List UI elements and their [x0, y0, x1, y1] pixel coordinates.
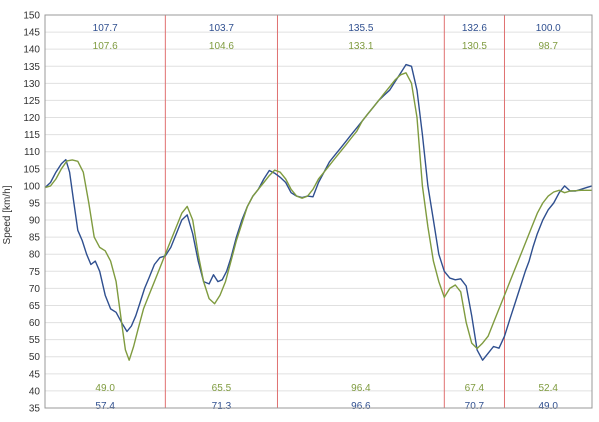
segment-max-green-label: 104.6 [209, 41, 234, 52]
plot-border [44, 14, 593, 409]
segment-min-blue-label: 57.4 [95, 401, 115, 412]
segment-max-green-label: 130.5 [462, 41, 487, 52]
segment-max-green-label: 133.1 [348, 41, 373, 52]
plot-frame [44, 14, 593, 409]
segment-min-blue-label: 71.3 [212, 401, 232, 412]
segment-min-green-label: 65.5 [212, 383, 232, 394]
y-tick-label: 95 [29, 198, 41, 209]
segment-dividers [164, 15, 505, 408]
y-tick-label: 90 [29, 216, 41, 227]
segment-min-green-label: 67.4 [465, 383, 485, 394]
y-tick-label: 35 [29, 404, 41, 415]
y-tick-labels: 35 40 45 50 55 60 65 70 75 80 85 90 95 100 105 110 115 12… [23, 11, 40, 415]
y-tick-label: 105 [23, 164, 40, 175]
segment-min-green-label: 96.4 [351, 383, 371, 394]
y-tick-label: 85 [29, 233, 41, 244]
y-tick-label: 70 [29, 284, 41, 295]
segment-min-green-label: 52.4 [539, 383, 559, 394]
y-tick-label: 125 [23, 96, 40, 107]
segment-max-blue-label: 107.7 [93, 23, 118, 34]
y-tick-label: 100 [23, 181, 40, 192]
grid [45, 14, 592, 409]
y-tick-label: 135 [23, 62, 40, 73]
y-tick-label: 75 [29, 267, 41, 278]
y-tick-label: 55 [29, 335, 41, 346]
y-axis-label: Speed [km/h] [2, 185, 13, 244]
y-tick-label: 130 [23, 79, 40, 90]
y-tick-label: 110 [24, 147, 40, 158]
speed-line-green [44, 72, 592, 361]
segment-max-blue-label: 103.7 [209, 23, 234, 34]
y-tick-label: 45 [29, 369, 41, 380]
segment-min-blue-label: 96.6 [351, 401, 371, 412]
y-tick-label: 140 [23, 45, 40, 56]
segment-max-blue-label: 132.6 [462, 23, 487, 34]
segment-labels: 107.7 107.6 49.0 57.4 103.7 104.6 65.5 71.3 135.… [93, 23, 562, 412]
segment-max-green-label: 98.7 [539, 41, 559, 52]
segment-max-green-label: 107.6 [93, 41, 118, 52]
y-tick-label: 150 [23, 11, 40, 22]
speed-line-blue [44, 63, 593, 361]
y-tick-label: 50 [29, 352, 41, 363]
segment-max-blue-label: 100.0 [536, 23, 561, 34]
y-tick-label: 80 [29, 250, 41, 261]
segment-min-blue-label: 49.0 [539, 401, 559, 412]
y-tick-label: 60 [29, 318, 41, 329]
y-tick-label: 65 [29, 301, 41, 312]
y-tick-label: 145 [23, 28, 40, 39]
segment-max-blue-label: 135.5 [348, 23, 373, 34]
series-lines [44, 63, 593, 361]
y-tick-label: 40 [29, 386, 41, 397]
y-tick-label: 115 [24, 130, 40, 141]
segment-min-green-label: 49.0 [95, 383, 115, 394]
segment-min-blue-label: 70.7 [465, 401, 485, 412]
y-tick-label: 120 [23, 113, 40, 124]
